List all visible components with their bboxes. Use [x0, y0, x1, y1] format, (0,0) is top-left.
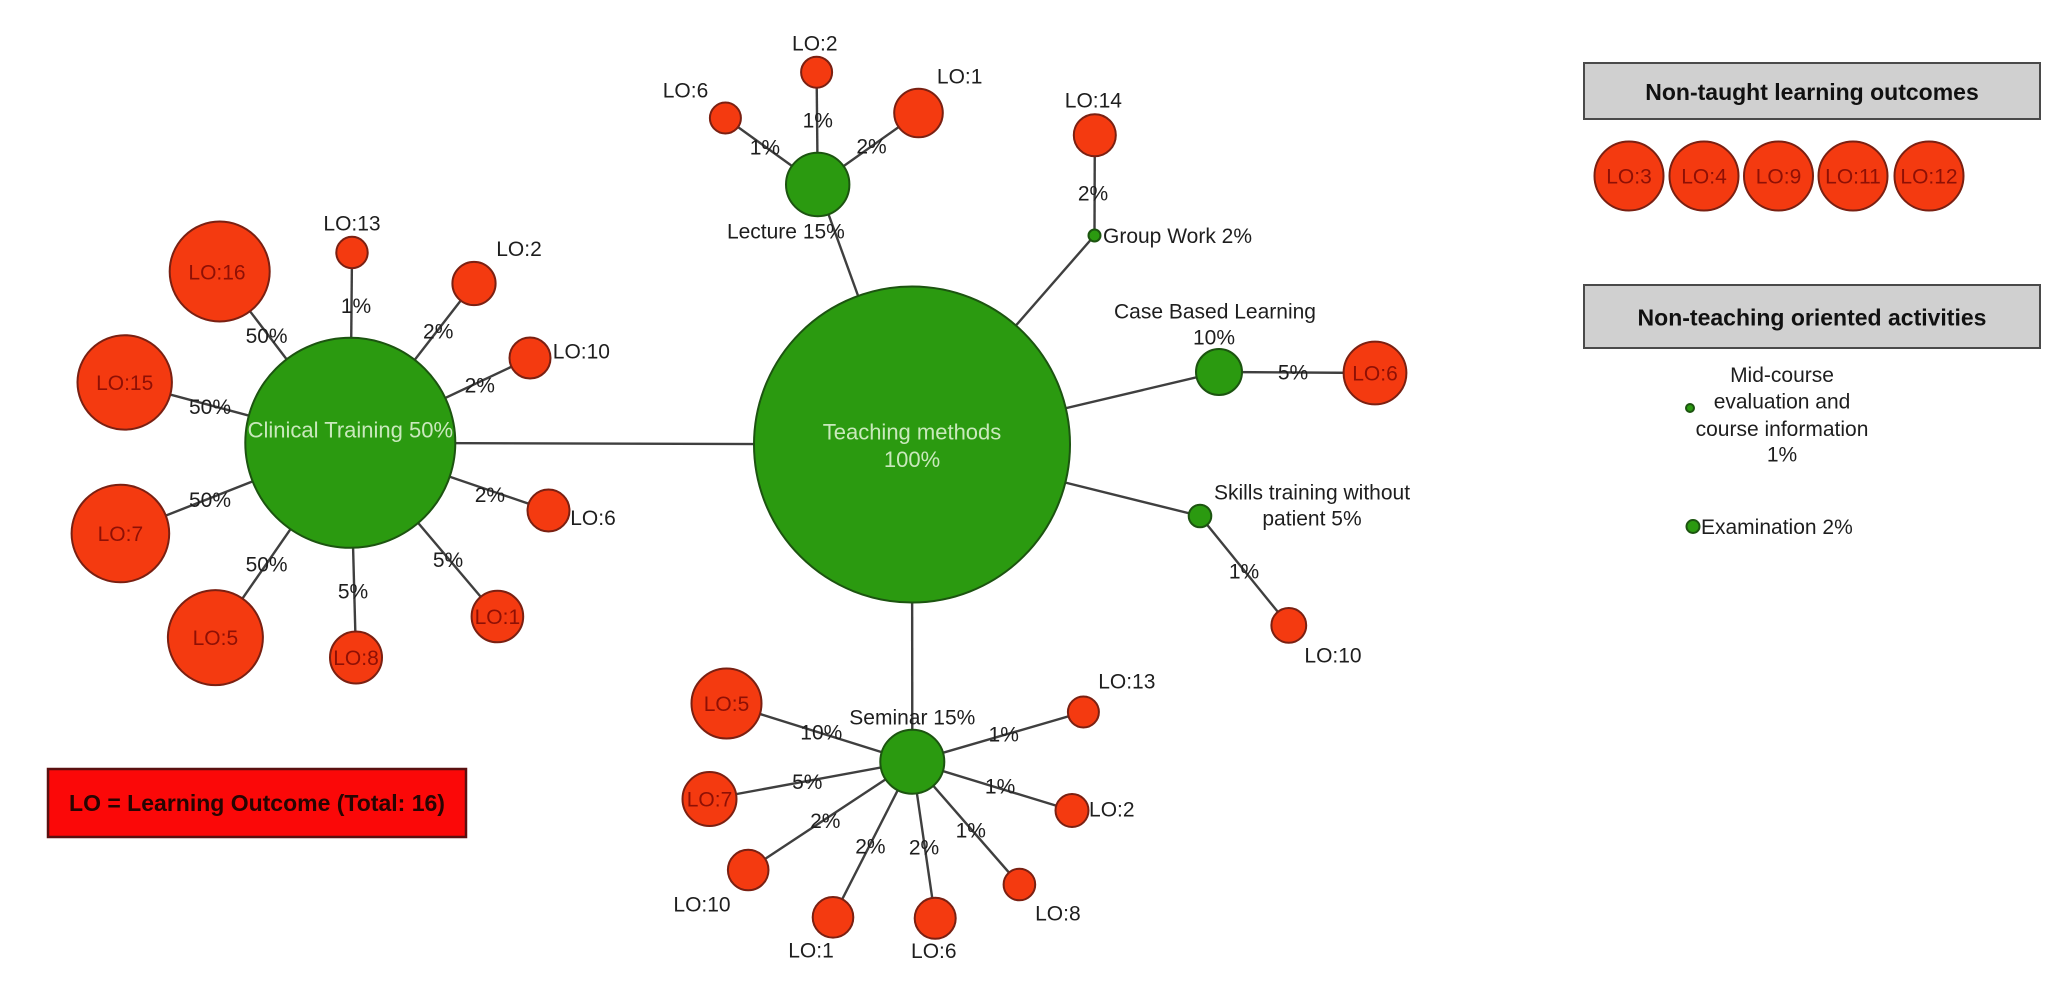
svg-text:Non-taught learning outcomes: Non-taught learning outcomes [1645, 79, 1979, 105]
svg-text:Case Based Learning: Case Based Learning [1114, 301, 1316, 324]
svg-text:LO:3: LO:3 [1606, 166, 1652, 189]
svg-text:Group Work 2%: Group Work 2% [1103, 225, 1252, 248]
svg-text:LO:10: LO:10 [553, 341, 610, 364]
svg-text:Mid-course: Mid-course [1730, 364, 1834, 387]
svg-text:1%: 1% [1229, 561, 1259, 584]
svg-text:1%: 1% [750, 136, 780, 159]
svg-text:1%: 1% [341, 295, 371, 318]
svg-text:10%: 10% [800, 722, 842, 745]
svg-text:50%: 50% [246, 554, 288, 577]
svg-text:LO:6: LO:6 [663, 79, 709, 102]
svg-text:2%: 2% [475, 484, 505, 507]
svg-text:5%: 5% [792, 771, 822, 794]
svg-text:LO:1: LO:1 [937, 66, 983, 89]
svg-text:LO:14: LO:14 [1065, 90, 1123, 113]
svg-text:1%: 1% [803, 109, 833, 132]
svg-text:LO:1: LO:1 [788, 939, 834, 962]
svg-text:course information: course information [1696, 418, 1869, 441]
svg-text:LO:10: LO:10 [673, 894, 730, 917]
svg-text:2%: 2% [810, 810, 840, 833]
svg-text:LO:13: LO:13 [1098, 671, 1155, 694]
svg-text:LO:9: LO:9 [1756, 166, 1802, 189]
svg-text:10%: 10% [1193, 327, 1235, 350]
svg-text:1%: 1% [956, 820, 986, 843]
svg-text:50%: 50% [189, 489, 231, 512]
svg-text:Clinical Training 50%: Clinical Training 50% [248, 418, 453, 443]
svg-text:5%: 5% [433, 549, 463, 572]
svg-text:50%: 50% [246, 325, 288, 348]
svg-text:LO:6: LO:6 [911, 940, 957, 963]
svg-text:LO:5: LO:5 [704, 693, 750, 716]
svg-text:LO:12: LO:12 [1900, 166, 1957, 189]
svg-text:1%: 1% [1767, 444, 1797, 467]
svg-text:Lecture 15%: Lecture 15% [727, 221, 845, 244]
svg-text:LO:7: LO:7 [687, 789, 733, 812]
svg-text:LO:1: LO:1 [475, 606, 521, 629]
svg-text:2%: 2% [855, 836, 885, 859]
svg-text:LO:15: LO:15 [96, 372, 153, 395]
svg-text:LO:11: LO:11 [1825, 166, 1881, 189]
svg-text:5%: 5% [1278, 362, 1308, 385]
svg-text:1%: 1% [989, 723, 1019, 746]
svg-text:patient 5%: patient 5% [1262, 508, 1361, 531]
svg-text:LO:7: LO:7 [98, 523, 144, 546]
svg-text:2%: 2% [1078, 183, 1108, 206]
svg-text:LO:4: LO:4 [1681, 166, 1727, 189]
svg-text:LO:6: LO:6 [570, 507, 616, 530]
svg-text:Skills training without: Skills training without [1214, 482, 1410, 505]
svg-text:LO:13: LO:13 [323, 213, 380, 236]
svg-text:Seminar 15%: Seminar 15% [849, 706, 975, 729]
svg-text:LO:8: LO:8 [1035, 903, 1081, 926]
svg-text:Teaching methods: Teaching methods [823, 420, 1002, 445]
svg-text:Examination 2%: Examination 2% [1701, 516, 1853, 539]
svg-text:LO:5: LO:5 [193, 627, 239, 650]
svg-text:LO:16: LO:16 [188, 262, 245, 285]
svg-text:evaluation and: evaluation and [1714, 391, 1851, 414]
svg-text:LO:2: LO:2 [1089, 799, 1135, 822]
svg-text:LO = Learning Outcome (Total:: LO = Learning Outcome (Total: 16) [69, 790, 445, 816]
svg-text:LO:6: LO:6 [1352, 363, 1398, 386]
svg-text:LO:2: LO:2 [496, 238, 542, 261]
svg-text:2%: 2% [856, 136, 886, 159]
svg-text:2%: 2% [465, 375, 495, 398]
svg-text:LO:2: LO:2 [792, 33, 838, 56]
svg-text:LO:10: LO:10 [1304, 645, 1361, 668]
svg-text:1%: 1% [985, 776, 1015, 799]
svg-text:2%: 2% [423, 321, 453, 344]
svg-text:Non-teaching oriented activiti: Non-teaching oriented activities [1638, 305, 1987, 331]
svg-text:100%: 100% [884, 447, 940, 472]
svg-text:2%: 2% [909, 836, 939, 859]
svg-text:50%: 50% [189, 396, 231, 419]
svg-text:LO:8: LO:8 [333, 647, 379, 670]
svg-text:5%: 5% [338, 581, 368, 604]
